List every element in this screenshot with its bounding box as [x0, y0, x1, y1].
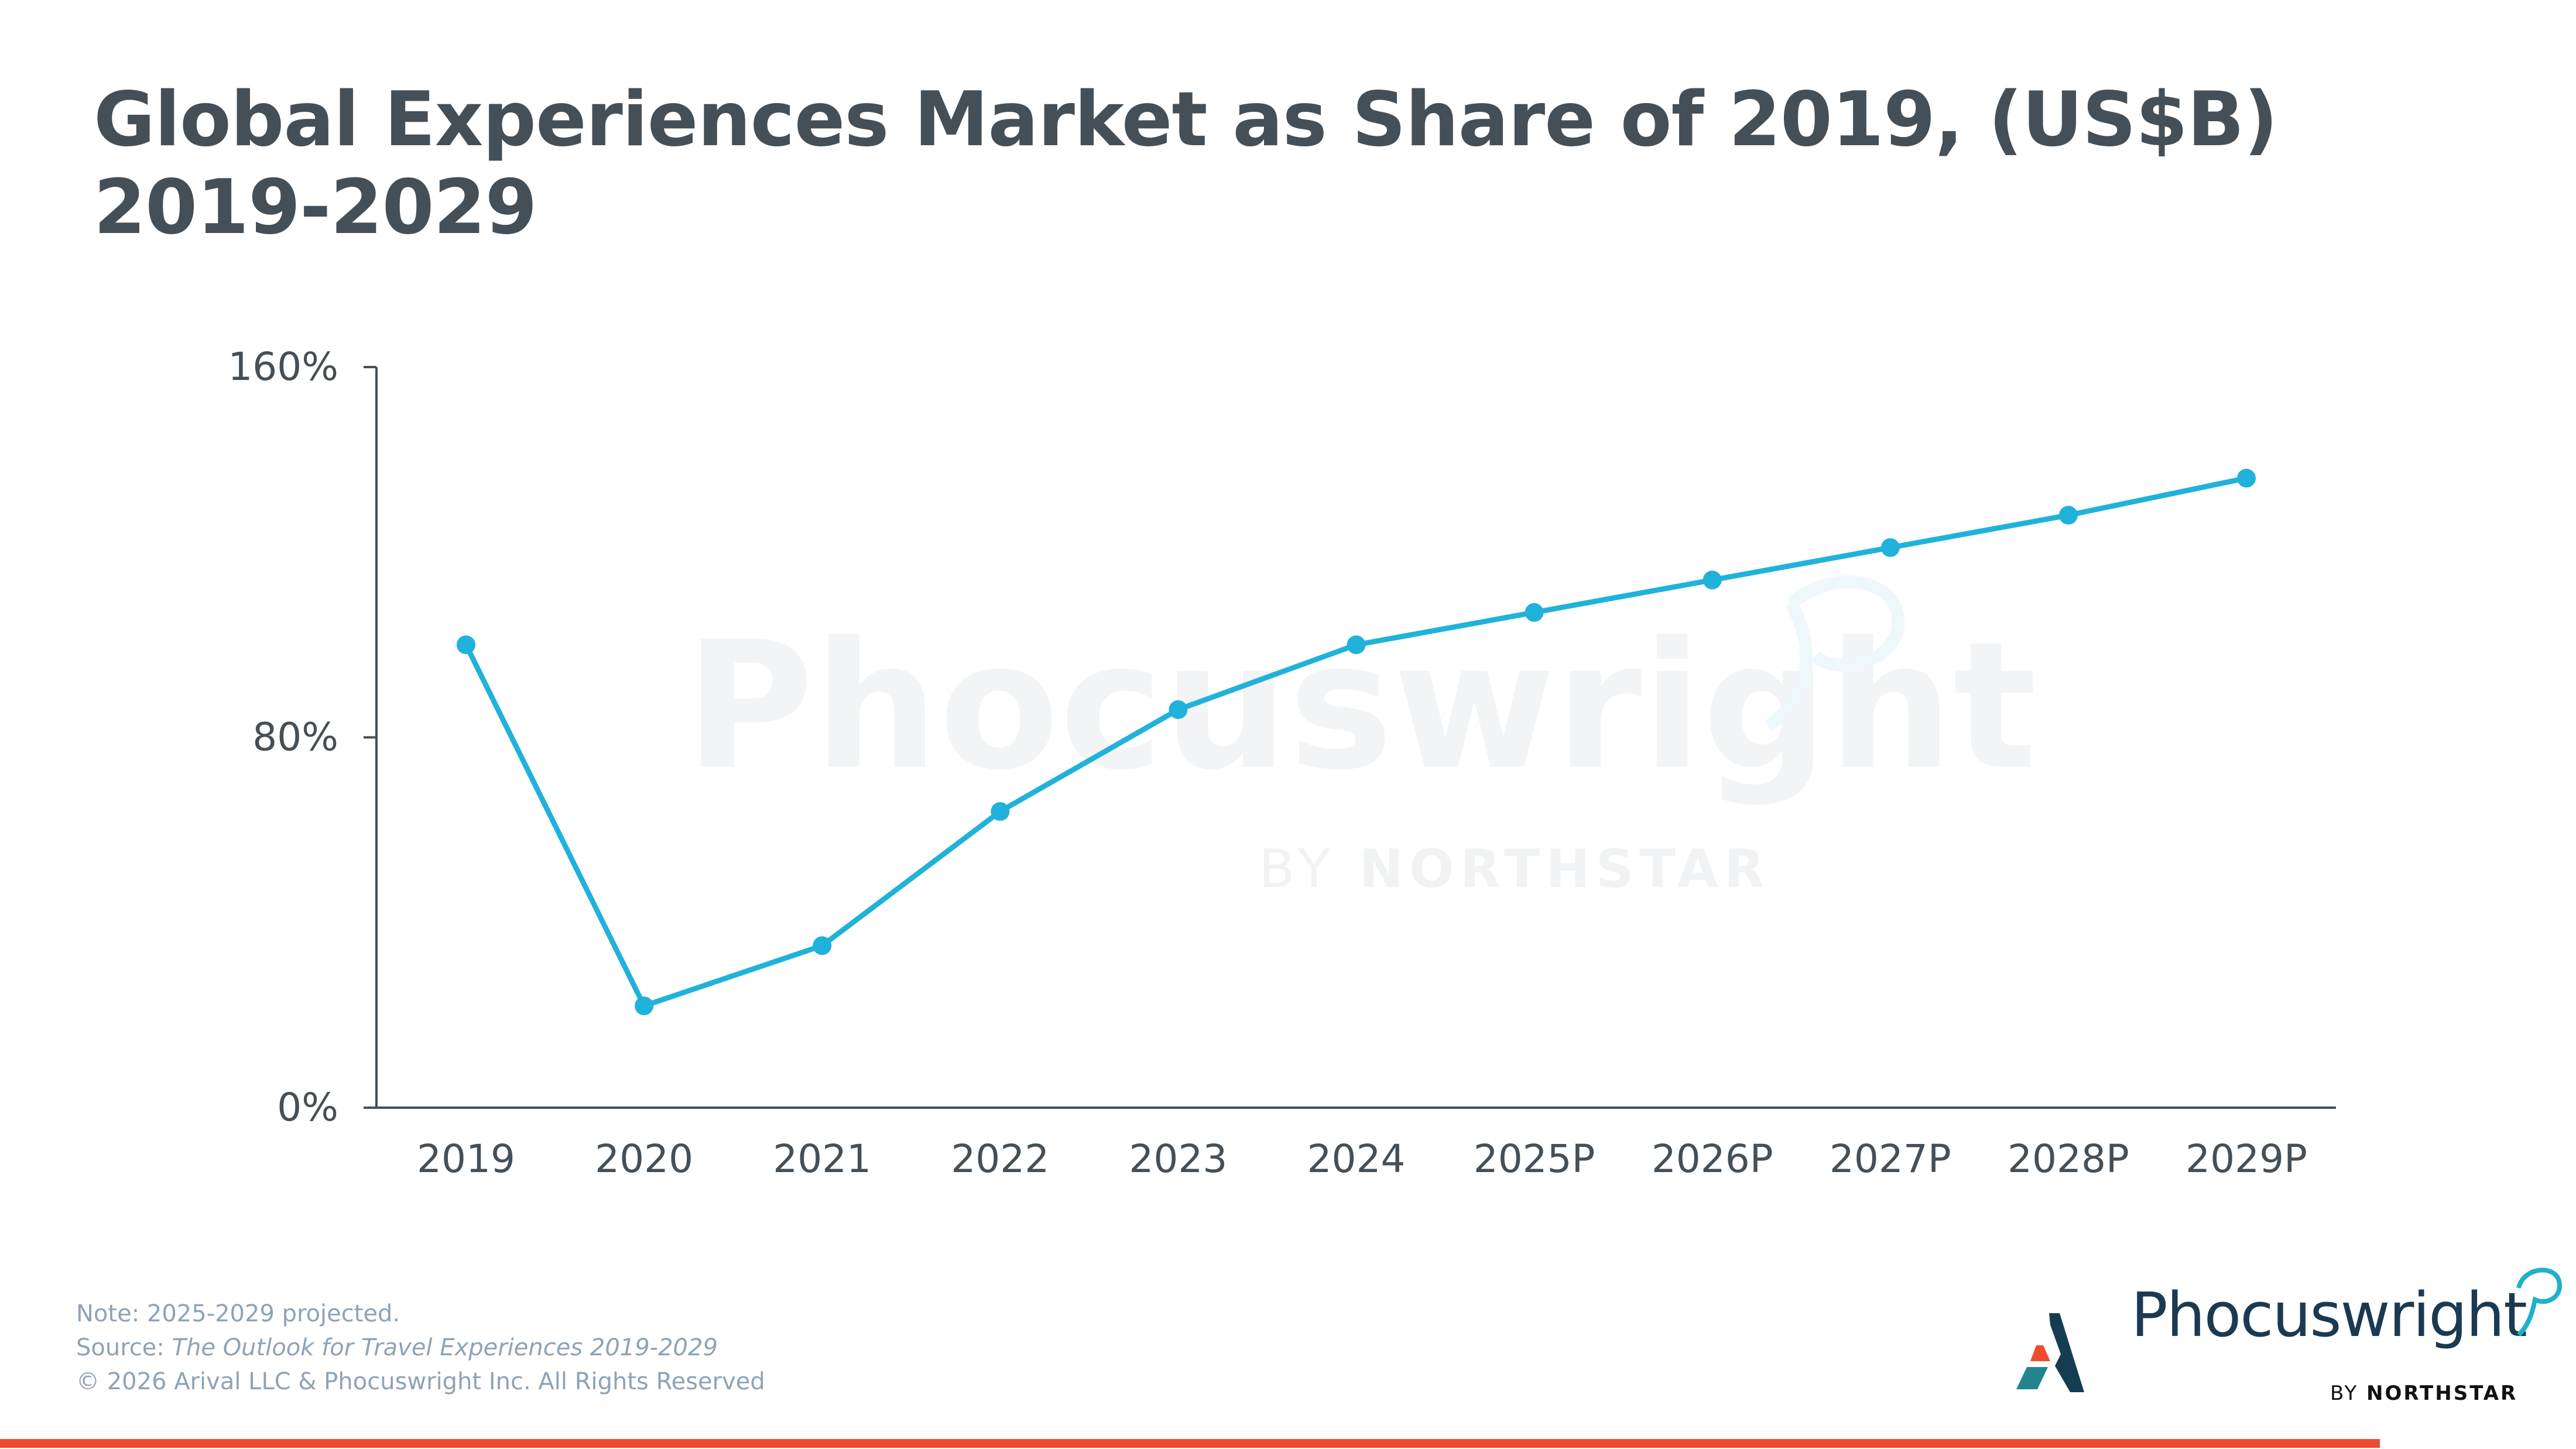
data-point	[813, 936, 832, 955]
y-tick-label: 0%	[277, 1085, 338, 1130]
data-point	[2058, 506, 2078, 525]
x-tick-label: 2028P	[2008, 1136, 2129, 1181]
source-label: Source:	[76, 1334, 165, 1361]
x-tick-label: 2021	[773, 1136, 871, 1181]
footer-note: Note: 2025-2029 projected.	[76, 1300, 400, 1327]
speech-bubble-icon	[2516, 1268, 2562, 1337]
x-tick-label: 2019	[417, 1136, 515, 1181]
series	[457, 468, 2256, 1016]
data-point	[1169, 700, 1188, 720]
source-title: The Outlook for Travel Experiences 2019-…	[172, 1334, 718, 1361]
x-tick-label: 2025P	[1474, 1136, 1595, 1181]
x-tick-label: 2020	[595, 1136, 693, 1181]
logo-wordmark: Phocuswright	[2131, 1279, 2527, 1351]
watermark: Phocuswright BY NORTHSTAR	[685, 576, 2037, 900]
y-tick-label: 80%	[252, 715, 338, 760]
watermark-bubble-icon	[1764, 576, 1905, 732]
data-point	[457, 635, 475, 655]
x-tick-label: 2023	[1129, 1136, 1227, 1181]
data-point	[991, 802, 1010, 821]
chart-title-line-1: Global Experiences Market as Share of 20…	[94, 76, 2278, 163]
chart-title: Global Experiences Market as Share of 20…	[94, 76, 2278, 252]
y-ticks: 0% 80% 160%	[228, 344, 376, 1130]
data-point	[635, 996, 654, 1016]
data-point	[2237, 468, 2256, 488]
logo-byline: BY NORTHSTAR	[2330, 1382, 2518, 1405]
x-tick-label: 2027P	[1830, 1136, 1951, 1181]
northstar-a-icon	[2016, 1313, 2084, 1392]
chart-title-line-2: 2019-2029	[94, 164, 537, 251]
data-point	[1703, 570, 1722, 590]
x-ticks: 2019 2020 2021 2022 2023 2024 2025P 2026P 2027P 2…	[417, 1136, 2307, 1181]
x-tick-label: 2022	[951, 1136, 1049, 1181]
footer-source: Source: The Outlook for Travel Experienc…	[76, 1331, 765, 1365]
x-tick-label: 2024	[1307, 1136, 1406, 1181]
watermark-byline: BY NORTHSTAR	[1259, 838, 1770, 900]
data-point	[1525, 603, 1544, 622]
y-tick-label: 160%	[228, 344, 338, 389]
data-point	[1347, 635, 1366, 655]
x-tick-label: 2026P	[1652, 1136, 1773, 1181]
footer-notes: Note: 2025-2029 projected. Source: The O…	[76, 1297, 765, 1399]
data-point	[1880, 538, 1900, 557]
accent-bar	[0, 1439, 2380, 1448]
phocuswright-logo: Phocuswright BY NORTHSTAR	[2014, 1268, 2564, 1414]
footer-copyright: © 2026 Arival LLC & Phocuswright Inc. Al…	[76, 1368, 765, 1395]
watermark-wordmark: Phocuswright	[685, 604, 2037, 809]
x-tick-label: 2029P	[2186, 1136, 2307, 1181]
